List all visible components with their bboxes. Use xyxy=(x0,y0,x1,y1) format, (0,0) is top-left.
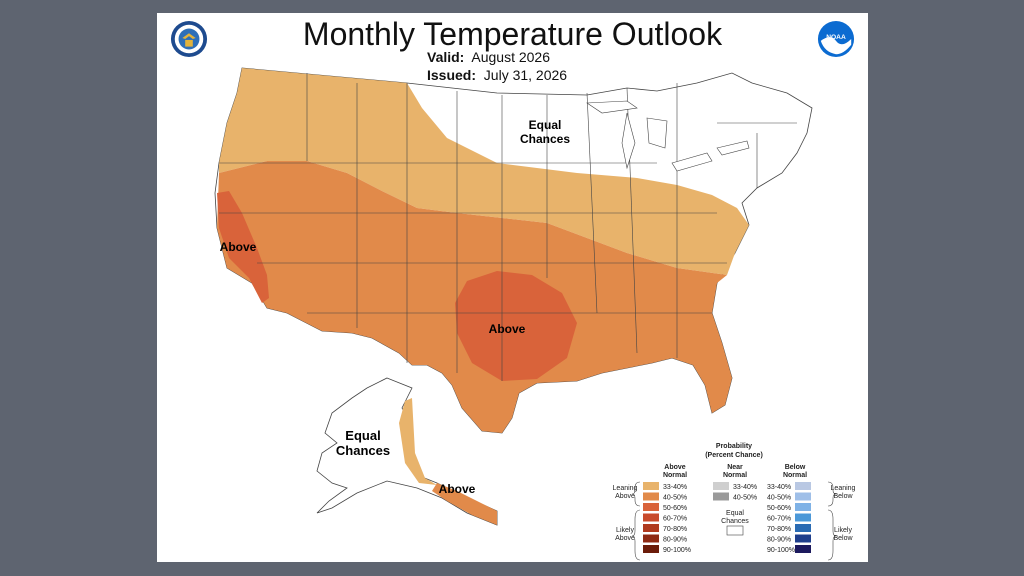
legend-above-swatch-0 xyxy=(643,482,659,490)
legend-below-label-5: 80-90% xyxy=(767,537,791,544)
legend-above-label-6: 90-100% xyxy=(663,547,691,554)
legend-below-swatch-1 xyxy=(795,492,811,501)
legend-leaning-above-1: Leaning xyxy=(613,485,638,492)
commerce-seal-icon xyxy=(170,20,208,58)
legend-near-label-0: 33-40% xyxy=(733,484,757,491)
legend-above-label-4: 70-80% xyxy=(663,526,687,533)
legend-above-label-0: 33-40% xyxy=(663,484,687,491)
valid-label: Valid: xyxy=(427,49,465,65)
lean-above-region xyxy=(219,68,749,275)
legend-leaning-below-2: Below xyxy=(833,493,853,500)
legend-brace-leaning-below xyxy=(827,481,837,507)
legend-above-swatch-2 xyxy=(643,503,659,511)
legend-below-swatch-2 xyxy=(795,503,811,511)
legend-below-swatch-4 xyxy=(795,524,811,532)
legend-equal-2: Chances xyxy=(721,518,749,525)
label-equal-chances-alaska-1: Equal xyxy=(345,428,380,443)
legend-likely-below-1: Likely xyxy=(834,527,852,534)
legend-below-label-1: 40-50% xyxy=(767,495,791,502)
legend-above-label-2: 50-60% xyxy=(663,505,687,512)
label-above-southplains: Above xyxy=(489,322,526,336)
legend-below-swatches: 33-40% 40-50% 50-60% 60-70% 70-80% 80-90% 90-1… xyxy=(767,482,811,554)
legend-col-near-1: Near xyxy=(727,464,743,471)
label-equal-chances-alaska-2: Chances xyxy=(336,443,390,458)
legend-above-swatch-3 xyxy=(643,513,659,522)
legend-likely-above-2: Above xyxy=(615,535,635,542)
legend-above-swatch-5 xyxy=(643,534,659,543)
legend-above-swatch-4 xyxy=(643,524,659,532)
legend-below-label-4: 70-80% xyxy=(767,526,791,533)
legend-below-label-6: 90-100% xyxy=(767,547,795,554)
page-title: Monthly Temperature Outlook xyxy=(302,16,723,52)
alaska-lean-above xyxy=(399,398,437,485)
legend-col-above-1: Above xyxy=(664,464,686,471)
outlook-map: Equal Chances Above Above Equal Chances … xyxy=(214,67,856,561)
legend-above-swatch-6 xyxy=(643,545,659,553)
outlook-slide: Monthly Temperature Outlook Valid: Augus… xyxy=(157,13,868,562)
valid-line: Valid: August 2026 xyxy=(427,49,550,65)
legend-col-below-2: Normal xyxy=(783,472,807,479)
legend: Probability (Percent Chance) Above Norma… xyxy=(613,443,856,561)
legend-equal-1: Equal xyxy=(726,510,744,517)
great-lakes xyxy=(586,100,750,172)
noaa-logo-text: NOAA xyxy=(826,34,846,41)
legend-likely-above-1: Likely xyxy=(616,527,634,534)
legend-col-above-2: Normal xyxy=(663,472,687,479)
legend-brace-likely-above xyxy=(631,509,641,561)
legend-title-2: (Percent Chance) xyxy=(705,452,763,459)
legend-title-1: Probability xyxy=(716,443,752,450)
legend-leaning-below-1: Leaning xyxy=(831,485,856,492)
legend-below-label-0: 33-40% xyxy=(767,484,791,491)
legend-below-label-2: 50-60% xyxy=(767,505,791,512)
legend-near-swatches: 33-40% 40-50% xyxy=(713,482,757,502)
legend-near-label-1: 40-50% xyxy=(733,495,757,502)
legend-below-swatch-5 xyxy=(795,534,811,543)
legend-above-label-1: 40-50% xyxy=(663,495,687,502)
legend-below-swatch-0 xyxy=(795,482,811,490)
legend-brace-leaning-above xyxy=(631,481,641,507)
legend-above-swatch-1 xyxy=(643,492,659,501)
legend-leaning-above-2: Above xyxy=(615,493,635,500)
legend-below-label-3: 60-70% xyxy=(767,516,791,523)
legend-near-swatch-0 xyxy=(713,482,729,490)
above-50-california xyxy=(217,191,269,303)
legend-above-label-5: 80-90% xyxy=(663,537,687,544)
legend-col-near-2: Normal xyxy=(723,472,747,479)
legend-near-swatch-1 xyxy=(713,492,729,501)
legend-equal-swatch xyxy=(726,525,744,536)
legend-below-swatch-6 xyxy=(795,545,811,553)
issued-label: Issued: xyxy=(427,67,477,83)
label-equal-chances-conus-2: Chances xyxy=(520,132,570,146)
label-above-alaska: Above xyxy=(439,482,476,496)
label-above-california: Above xyxy=(220,240,257,254)
label-equal-chances-conus-1: Equal xyxy=(529,118,562,132)
legend-above-swatches: 33-40% 40-50% 50-60% 60-70% 70-80% 80-90% 90-1… xyxy=(643,482,691,554)
legend-above-label-3: 60-70% xyxy=(663,516,687,523)
legend-likely-below-2: Below xyxy=(833,535,853,542)
legend-col-below-1: Below xyxy=(785,464,806,471)
noaa-logo-icon: NOAA xyxy=(817,20,855,58)
alaska-above-40 xyxy=(432,483,497,525)
valid-value: August 2026 xyxy=(471,49,550,65)
issued-value: July 31, 2026 xyxy=(483,67,568,83)
above-50-southplains xyxy=(455,271,577,381)
legend-below-swatch-3 xyxy=(795,513,811,522)
issued-line: Issued: July 31, 2026 xyxy=(427,67,567,83)
legend-brace-likely-below xyxy=(827,509,837,561)
